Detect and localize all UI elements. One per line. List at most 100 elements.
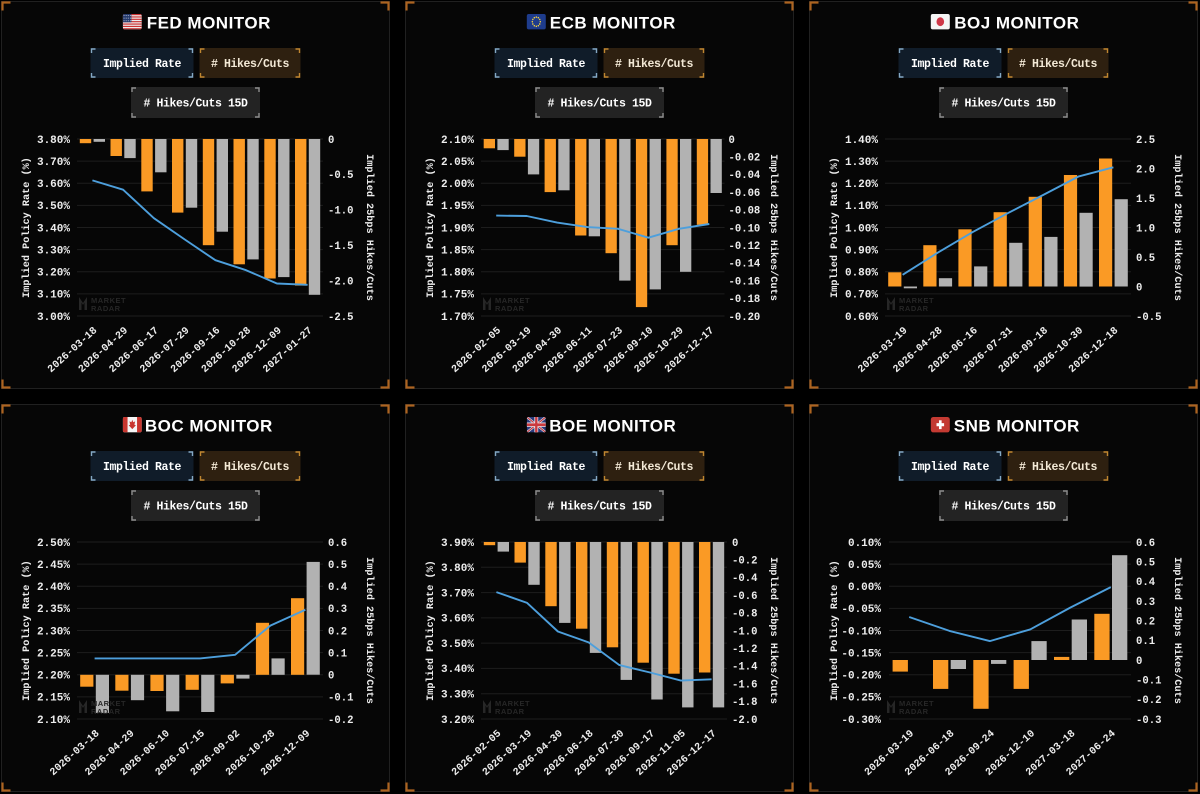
- svg-text:Implied Rate: Implied Rate: [103, 461, 182, 474]
- svg-text:RADAR: RADAR: [91, 304, 121, 313]
- svg-text:RADAR: RADAR: [899, 707, 929, 716]
- svg-text:MARKET: MARKET: [91, 296, 126, 305]
- svg-text:0.1: 0.1: [328, 648, 347, 660]
- svg-text:ECB MONITOR: ECB MONITOR: [550, 14, 676, 33]
- svg-text:-0.1: -0.1: [328, 693, 353, 705]
- svg-text:-0.12: -0.12: [729, 241, 761, 253]
- svg-text:0.80%: 0.80%: [845, 268, 878, 280]
- svg-text:0.90%: 0.90%: [845, 245, 878, 257]
- svg-text:Implied 25bps Hikes/Cuts: Implied 25bps Hikes/Cuts: [1171, 154, 1183, 301]
- svg-text:# Hikes/Cuts: # Hikes/Cuts: [615, 461, 694, 474]
- svg-text:-1.0: -1.0: [732, 626, 757, 638]
- svg-text:-2.0: -2.0: [328, 276, 353, 288]
- svg-text:3.90%: 3.90%: [441, 538, 474, 550]
- svg-text:-1.5: -1.5: [328, 241, 353, 253]
- svg-text:0.05%: 0.05%: [848, 560, 881, 572]
- svg-text:1.20%: 1.20%: [845, 179, 878, 191]
- svg-text:0.60%: 0.60%: [845, 312, 878, 324]
- svg-text:2.35%: 2.35%: [37, 604, 70, 616]
- svg-text:Implied Policy Rate (%): Implied Policy Rate (%): [425, 157, 437, 298]
- svg-text:2.10%: 2.10%: [37, 715, 70, 727]
- svg-text:1.40%: 1.40%: [845, 135, 878, 147]
- svg-text:# Hikes/Cuts 15D: # Hikes/Cuts 15D: [951, 501, 1056, 514]
- svg-text:-0.20%: -0.20%: [841, 671, 881, 683]
- svg-text:Implied Policy Rate (%): Implied Policy Rate (%): [425, 560, 437, 701]
- svg-text:-0.18: -0.18: [729, 294, 761, 306]
- svg-text:0.2: 0.2: [328, 626, 347, 638]
- svg-text:0.5: 0.5: [328, 560, 347, 572]
- svg-text:1.0: 1.0: [1136, 223, 1155, 235]
- svg-text:Implied 25bps Hikes/Cuts: Implied 25bps Hikes/Cuts: [363, 154, 375, 301]
- svg-text:Implied Rate: Implied Rate: [103, 58, 182, 71]
- svg-text:RADAR: RADAR: [899, 304, 929, 313]
- svg-text:-0.05%: -0.05%: [841, 604, 881, 616]
- svg-text:-0.6: -0.6: [732, 591, 757, 603]
- svg-text:Implied Rate: Implied Rate: [911, 461, 990, 474]
- svg-text:3.50%: 3.50%: [441, 639, 474, 651]
- svg-text:# Hikes/Cuts 15D: # Hikes/Cuts 15D: [547, 501, 652, 514]
- svg-text:0: 0: [1136, 656, 1142, 668]
- svg-text:3.10%: 3.10%: [37, 290, 70, 302]
- svg-text:0.4: 0.4: [1136, 577, 1156, 589]
- svg-text:0: 0: [732, 538, 738, 550]
- svg-text:-1.8: -1.8: [732, 697, 757, 709]
- svg-text:-0.16: -0.16: [729, 276, 761, 288]
- svg-text:-0.3: -0.3: [1136, 715, 1161, 727]
- svg-text:-2.0: -2.0: [732, 715, 757, 727]
- svg-text:2.5: 2.5: [1136, 135, 1155, 147]
- svg-text:0.6: 0.6: [328, 538, 347, 550]
- svg-text:0.2: 0.2: [1136, 617, 1155, 629]
- svg-text:3.40%: 3.40%: [37, 223, 70, 235]
- svg-text:3.60%: 3.60%: [37, 179, 70, 191]
- svg-text:0.3: 0.3: [328, 604, 347, 616]
- svg-text:Implied Rate: Implied Rate: [911, 58, 990, 71]
- svg-text:-0.08: -0.08: [729, 206, 761, 218]
- svg-text:-0.8: -0.8: [732, 609, 757, 621]
- svg-text:-0.06: -0.06: [729, 188, 761, 200]
- svg-text:3.30%: 3.30%: [37, 245, 70, 257]
- svg-text:-0.1: -0.1: [1136, 676, 1161, 688]
- svg-text:Implied Policy Rate (%): Implied Policy Rate (%): [21, 157, 33, 298]
- svg-text:1.70%: 1.70%: [441, 312, 474, 324]
- svg-text:-0.5: -0.5: [1136, 312, 1161, 324]
- svg-text:2.15%: 2.15%: [37, 693, 70, 705]
- svg-text:-0.10%: -0.10%: [841, 626, 881, 638]
- svg-text:Implied 25bps Hikes/Cuts: Implied 25bps Hikes/Cuts: [767, 154, 779, 301]
- svg-text:RADAR: RADAR: [495, 304, 525, 313]
- svg-text:Implied 25bps Hikes/Cuts: Implied 25bps Hikes/Cuts: [767, 557, 779, 704]
- svg-text:1.95%: 1.95%: [441, 201, 474, 213]
- svg-text:MARKET: MARKET: [899, 699, 934, 708]
- svg-text:-0.5: -0.5: [328, 170, 353, 182]
- svg-text:0: 0: [328, 135, 334, 147]
- svg-text:# Hikes/Cuts 15D: # Hikes/Cuts 15D: [547, 98, 652, 111]
- svg-text:Implied Policy Rate (%): Implied Policy Rate (%): [21, 560, 33, 701]
- svg-text:0.00%: 0.00%: [848, 582, 881, 594]
- svg-text:Implied Rate: Implied Rate: [507, 461, 586, 474]
- svg-text:MARKET: MARKET: [899, 296, 934, 305]
- svg-text:3.80%: 3.80%: [441, 563, 474, 575]
- svg-text:-0.25%: -0.25%: [841, 693, 881, 705]
- svg-text:-0.10: -0.10: [729, 223, 761, 235]
- svg-text:3.20%: 3.20%: [37, 268, 70, 280]
- svg-text:3.00%: 3.00%: [37, 312, 70, 324]
- svg-text:0.3: 0.3: [1136, 597, 1155, 609]
- svg-text:RADAR: RADAR: [495, 707, 525, 716]
- svg-text:Implied 25bps Hikes/Cuts: Implied 25bps Hikes/Cuts: [1171, 557, 1183, 704]
- svg-text:3.70%: 3.70%: [441, 588, 474, 600]
- svg-text:# Hikes/Cuts: # Hikes/Cuts: [211, 461, 290, 474]
- svg-text:0.4: 0.4: [328, 582, 348, 594]
- svg-text:-0.02: -0.02: [729, 153, 761, 165]
- svg-text:# Hikes/Cuts 15D: # Hikes/Cuts 15D: [143, 501, 248, 514]
- svg-text:3.50%: 3.50%: [37, 201, 70, 213]
- svg-text:1.5: 1.5: [1136, 194, 1155, 206]
- svg-text:0: 0: [1136, 282, 1142, 294]
- svg-text:0: 0: [729, 135, 735, 147]
- svg-text:# Hikes/Cuts: # Hikes/Cuts: [211, 58, 290, 71]
- svg-text:2.50%: 2.50%: [37, 538, 70, 550]
- svg-text:3.30%: 3.30%: [441, 690, 474, 702]
- svg-text:# Hikes/Cuts: # Hikes/Cuts: [1019, 58, 1098, 71]
- svg-text:2.0: 2.0: [1136, 164, 1155, 176]
- svg-text:BOJ MONITOR: BOJ MONITOR: [954, 14, 1079, 33]
- svg-text:3.40%: 3.40%: [441, 664, 474, 676]
- svg-text:0.10%: 0.10%: [848, 538, 881, 550]
